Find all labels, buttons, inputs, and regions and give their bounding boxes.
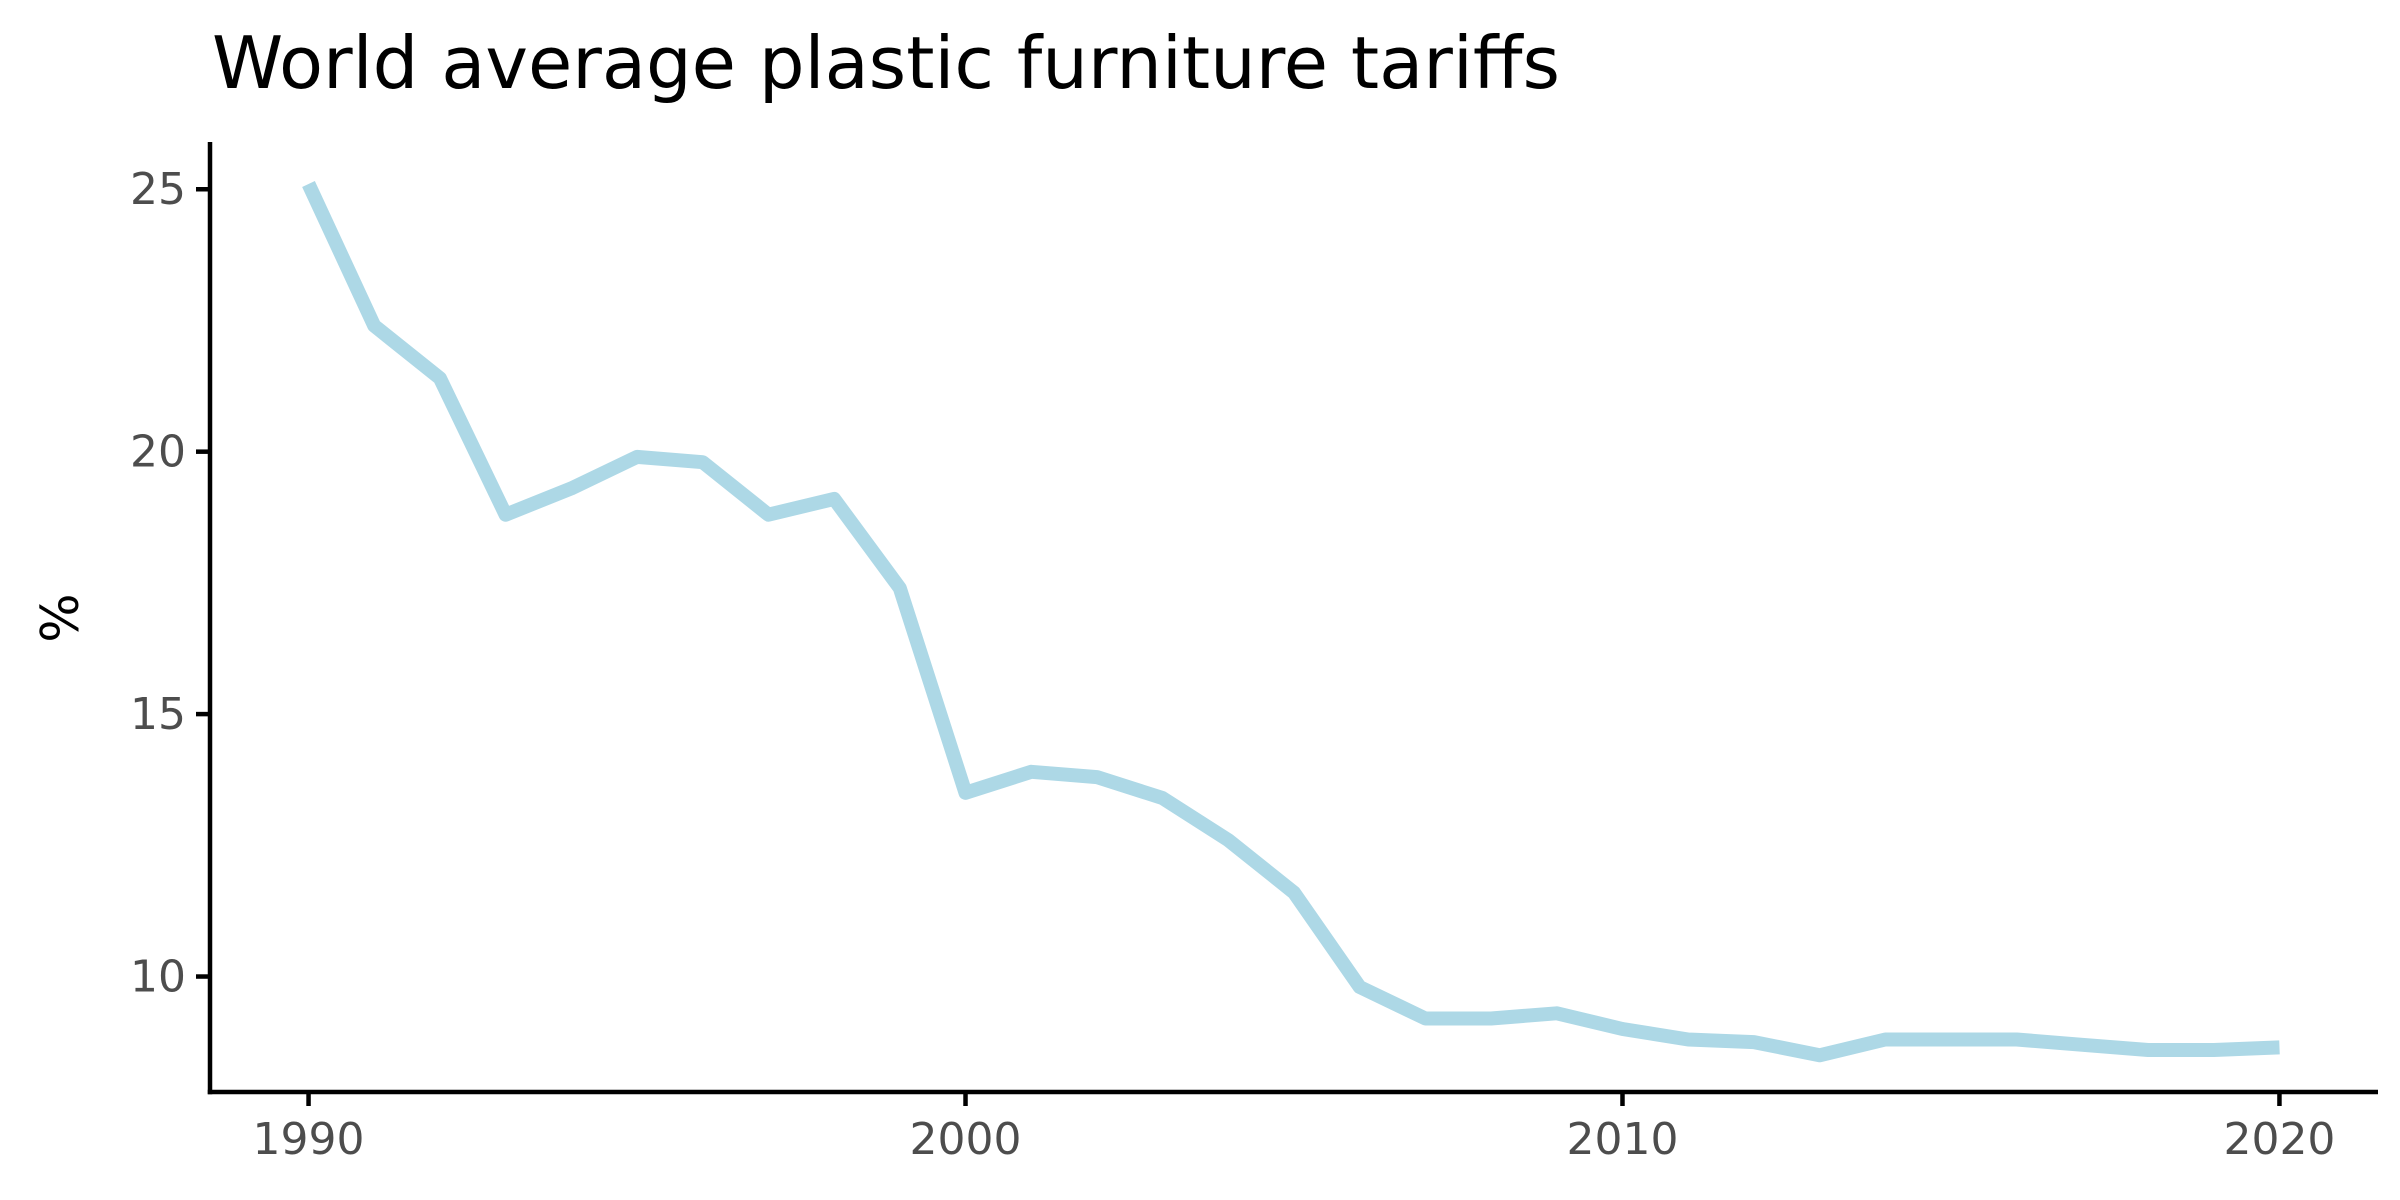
y-tick-label: 25 (130, 164, 186, 215)
y-tick-label: 15 (130, 689, 186, 740)
x-tick-label: 2020 (2223, 1114, 2335, 1165)
y-axis-label: % (31, 593, 91, 642)
chart-title: World average plastic furniture tariffs (212, 21, 1560, 105)
y-tick-label: 20 (130, 427, 186, 478)
plot-area: 10 15 20 25 1990 2000 2010 2020 (130, 142, 2378, 1165)
x-tick-label: 2000 (910, 1114, 1022, 1165)
series-line-0 (302, 181, 2280, 1063)
y-tick-label: 10 (130, 952, 186, 1003)
x-tick-label: 2010 (1566, 1114, 1678, 1165)
x-tick-label: 1990 (253, 1114, 365, 1165)
